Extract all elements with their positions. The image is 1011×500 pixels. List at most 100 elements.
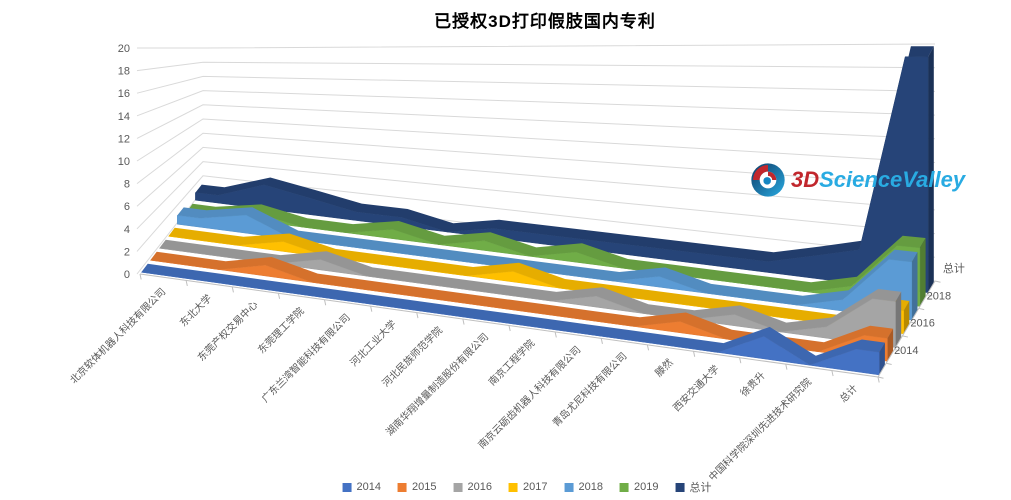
series-area-2014 [141, 271, 880, 376]
category-label: 河北工业大学 [347, 317, 399, 369]
logo-text-3d: 3D [791, 167, 820, 192]
legend-swatch [619, 482, 629, 492]
category-label: 东莞理工学院 [255, 304, 307, 356]
category-label: 湖南华翔增量制造股份有限公司 [383, 330, 491, 438]
value-axis-label: 6 [124, 201, 130, 213]
chart-legend: 2014 2015 2016 2017 2018 2019 总计 [342, 479, 711, 495]
depth-tick [886, 362, 892, 365]
depth-tick [910, 321, 917, 324]
legend-item-总计: 总计 [675, 479, 711, 495]
legend-item-2018: 2018 [564, 481, 603, 493]
series-top-2015 [150, 251, 894, 352]
gridline [136, 175, 936, 258]
value-axis-label: 14 [118, 111, 130, 123]
category-tick [370, 306, 373, 312]
legend-swatch [398, 482, 408, 492]
depth-tick [902, 335, 909, 338]
series-area-2019 [186, 211, 921, 307]
series-area-2015 [150, 259, 888, 362]
category-tick [416, 312, 419, 319]
logo-swirl-icon [751, 163, 785, 197]
gridline [136, 75, 936, 94]
value-axis-label: 18 [118, 66, 130, 78]
legend-label: 2015 [412, 481, 437, 493]
legend-swatch [509, 482, 518, 492]
gridline [136, 118, 936, 163]
depth-axis-label: 2018 [927, 290, 951, 302]
depth-tick [926, 294, 933, 297]
series-endcap-2017 [903, 301, 910, 334]
series-endcap-2019 [919, 238, 926, 307]
value-axis-label: 20 [118, 43, 130, 55]
series-endcap-2018 [911, 252, 918, 321]
category-label: 滕然 [652, 356, 675, 379]
legend-label: 2018 [578, 481, 603, 493]
category-tick [508, 325, 511, 332]
category-label: 徐贵升 [737, 369, 767, 399]
category-tick [139, 273, 142, 280]
category-label: 中国科学院深圳先进技术研究院 [706, 375, 814, 483]
legend-swatch [675, 482, 685, 492]
legend-item-2014: 2014 [342, 481, 382, 493]
legend-item-2017: 2017 [509, 481, 547, 493]
series-top-2019 [186, 203, 926, 292]
category-tick [185, 280, 188, 287]
science-valley-logo: 3DScienceValley [748, 160, 965, 200]
gridline [136, 90, 936, 117]
category-tick [693, 351, 696, 357]
depth-tick [934, 280, 941, 283]
value-axis-label: 16 [118, 88, 130, 100]
category-tick [554, 331, 557, 338]
category-tick [785, 364, 788, 370]
category-tick [462, 318, 465, 325]
legend-label: 2017 [523, 481, 548, 493]
series-top-2014 [141, 263, 885, 366]
value-axis-label: 0 [124, 269, 130, 281]
legend-item-2019: 2019 [619, 481, 659, 493]
depth-axis-label: 总计 [943, 261, 965, 275]
category-label: 总计 [837, 382, 860, 405]
category-tick [231, 286, 234, 293]
category-tick [739, 357, 742, 364]
series-top-2017 [168, 227, 910, 325]
category-label: 广东兰湾智能科技有限公司 [259, 311, 353, 405]
depth-tick [894, 349, 900, 352]
chart-title: 已授权3D打印假肢国内专利 [434, 12, 656, 31]
series-endcap-总计 [928, 46, 934, 293]
category-tick [277, 293, 281, 299]
category-label: 南京云砺齿机器人科技有限公司 [475, 343, 583, 451]
category-tick [646, 344, 650, 351]
category-tick [324, 299, 327, 306]
value-axis-label: 10 [118, 156, 130, 168]
value-axis-label: 4 [124, 224, 130, 236]
gridline [136, 132, 936, 187]
category-tick [831, 370, 834, 377]
logo-text-name: ScienceValley [819, 167, 966, 192]
value-axis-label: 12 [118, 133, 130, 145]
depth-axis-label: 2014 [894, 345, 918, 357]
depth-axis-label: 2016 [910, 318, 934, 330]
series-endcap-2016 [895, 291, 902, 348]
legend-item-2016: 2016 [453, 481, 492, 493]
legend-swatch [342, 482, 352, 492]
legend-label: 总计 [689, 482, 712, 494]
legend-label: 2019 [633, 481, 659, 493]
value-axis-label: 2 [124, 246, 130, 258]
category-tick [877, 376, 880, 383]
legend-swatch [453, 482, 463, 492]
series-top-2016 [159, 239, 902, 332]
gridline [136, 146, 936, 211]
legend-label: 2016 [467, 481, 492, 493]
series-top-2018 [177, 207, 918, 306]
category-tick [600, 338, 603, 344]
category-label: 西安交通大学 [670, 362, 722, 414]
value-axis-label: 8 [124, 179, 130, 191]
gridline [137, 43, 936, 49]
legend-item-2015: 2015 [398, 481, 437, 493]
legend-label: 2014 [356, 481, 382, 493]
gridline [136, 161, 936, 235]
depth-axis [877, 280, 936, 378]
depth-tick [877, 376, 884, 379]
